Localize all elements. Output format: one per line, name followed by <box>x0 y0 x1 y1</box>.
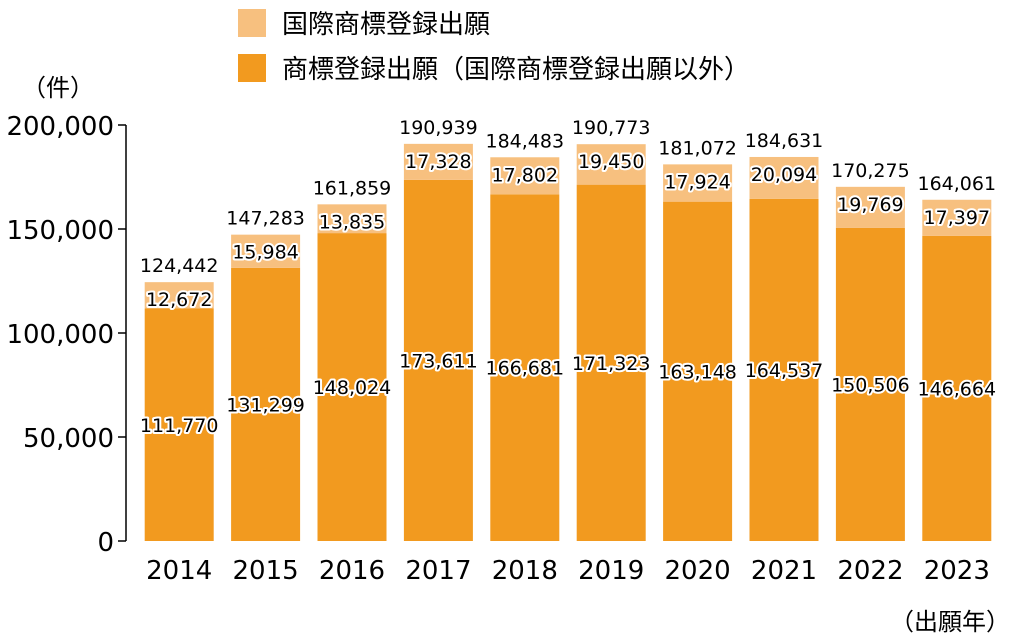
bar-domestic <box>403 179 473 542</box>
data-label-total: 184,483 <box>486 130 565 152</box>
x-tick-label: 2014 <box>146 556 212 586</box>
bar-domestic <box>490 194 560 541</box>
data-label-total: 170,275 <box>831 160 910 182</box>
data-label-international: 17,397 <box>924 207 990 229</box>
bar-domestic <box>317 233 387 541</box>
data-label-international: 13,835 <box>319 211 385 233</box>
bar-international <box>231 234 301 268</box>
y-axis: 0 50,000 100,000 150,000 200,000 <box>6 112 126 558</box>
data-label-total: 181,072 <box>658 137 737 159</box>
x-axis-unit-label: （出願年） <box>890 608 1010 636</box>
data-label-total: 190,773 <box>572 117 651 139</box>
x-tick-label: 2015 <box>233 556 299 586</box>
data-label-total: 124,442 <box>140 255 219 277</box>
y-axis-unit-label: （件） <box>22 74 94 102</box>
data-label-total: 184,631 <box>745 130 824 152</box>
y-tick-label: 150,000 <box>6 216 114 246</box>
bar-domestic <box>144 308 214 541</box>
data-label-domestic: 146,664 <box>918 378 997 400</box>
legend-swatch-international <box>238 9 266 37</box>
data-label-domestic: 111,770 <box>140 415 219 437</box>
data-label-international: 17,924 <box>664 171 730 193</box>
data-label-international: 15,984 <box>232 242 298 264</box>
bar-international <box>749 156 819 199</box>
bar-international <box>835 186 905 228</box>
legend: 国際商標登録出願 商標登録出願（国際商標登録出願以外） <box>238 9 750 85</box>
y-tick-label: 100,000 <box>6 320 114 350</box>
data-label-international: 19,450 <box>578 151 644 173</box>
bars: 111,770 12,672 124,442 131,299 15,984 147,283… <box>138 117 998 542</box>
data-label-domestic: 164,537 <box>745 360 824 382</box>
data-label-total: 161,859 <box>313 177 392 199</box>
x-tick-label: 2017 <box>405 556 471 586</box>
x-axis: 2014 2015 2016 2017 2018 2019 2020 2021 2022 2023 <box>146 556 990 586</box>
bar-international <box>663 164 733 202</box>
y-tick-label: 0 <box>97 528 114 558</box>
data-label-international: 17,802 <box>492 164 558 186</box>
data-label-domestic: 171,323 <box>572 353 651 375</box>
x-tick-label: 2018 <box>492 556 558 586</box>
y-tick-label: 50,000 <box>23 424 114 454</box>
bar-international <box>490 157 560 195</box>
bar-domestic <box>922 235 992 541</box>
data-label-domestic: 173,611 <box>399 350 478 372</box>
data-label-domestic: 131,299 <box>226 394 305 416</box>
data-label-domestic: 148,024 <box>313 377 392 399</box>
bar-international <box>317 204 387 234</box>
data-label-international: 19,769 <box>837 194 903 216</box>
x-tick-label: 2019 <box>578 556 644 586</box>
bar-international <box>403 143 473 180</box>
bar-international <box>922 199 992 236</box>
x-tick-label: 2023 <box>924 556 990 586</box>
legend-swatch-domestic <box>238 54 266 82</box>
bar-international <box>144 282 214 309</box>
bar-domestic <box>231 267 301 541</box>
data-label-total: 164,061 <box>918 173 997 195</box>
data-label-international: 12,672 <box>146 289 212 311</box>
legend-label-international: 国際商標登録出願 <box>282 10 490 40</box>
bar-international <box>576 144 646 185</box>
bar-domestic <box>835 227 905 542</box>
legend-label-domestic: 商標登録出願（国際商標登録出願以外） <box>282 55 750 85</box>
x-tick-label: 2016 <box>319 556 385 586</box>
bar-domestic <box>663 201 733 541</box>
data-label-domestic: 163,148 <box>658 361 737 383</box>
y-tick-label: 200,000 <box>6 112 114 142</box>
data-label-domestic: 166,681 <box>486 358 565 380</box>
data-label-total: 147,283 <box>226 208 305 230</box>
data-label-international: 17,328 <box>405 151 471 173</box>
x-tick-label: 2022 <box>837 556 903 586</box>
bar-domestic <box>749 198 819 541</box>
data-label-total: 190,939 <box>399 117 478 139</box>
x-tick-label: 2021 <box>751 556 817 586</box>
x-tick-label: 2020 <box>665 556 731 586</box>
data-label-domestic: 150,506 <box>831 374 910 396</box>
data-label-international: 20,094 <box>751 164 817 186</box>
bar-domestic <box>576 184 646 541</box>
